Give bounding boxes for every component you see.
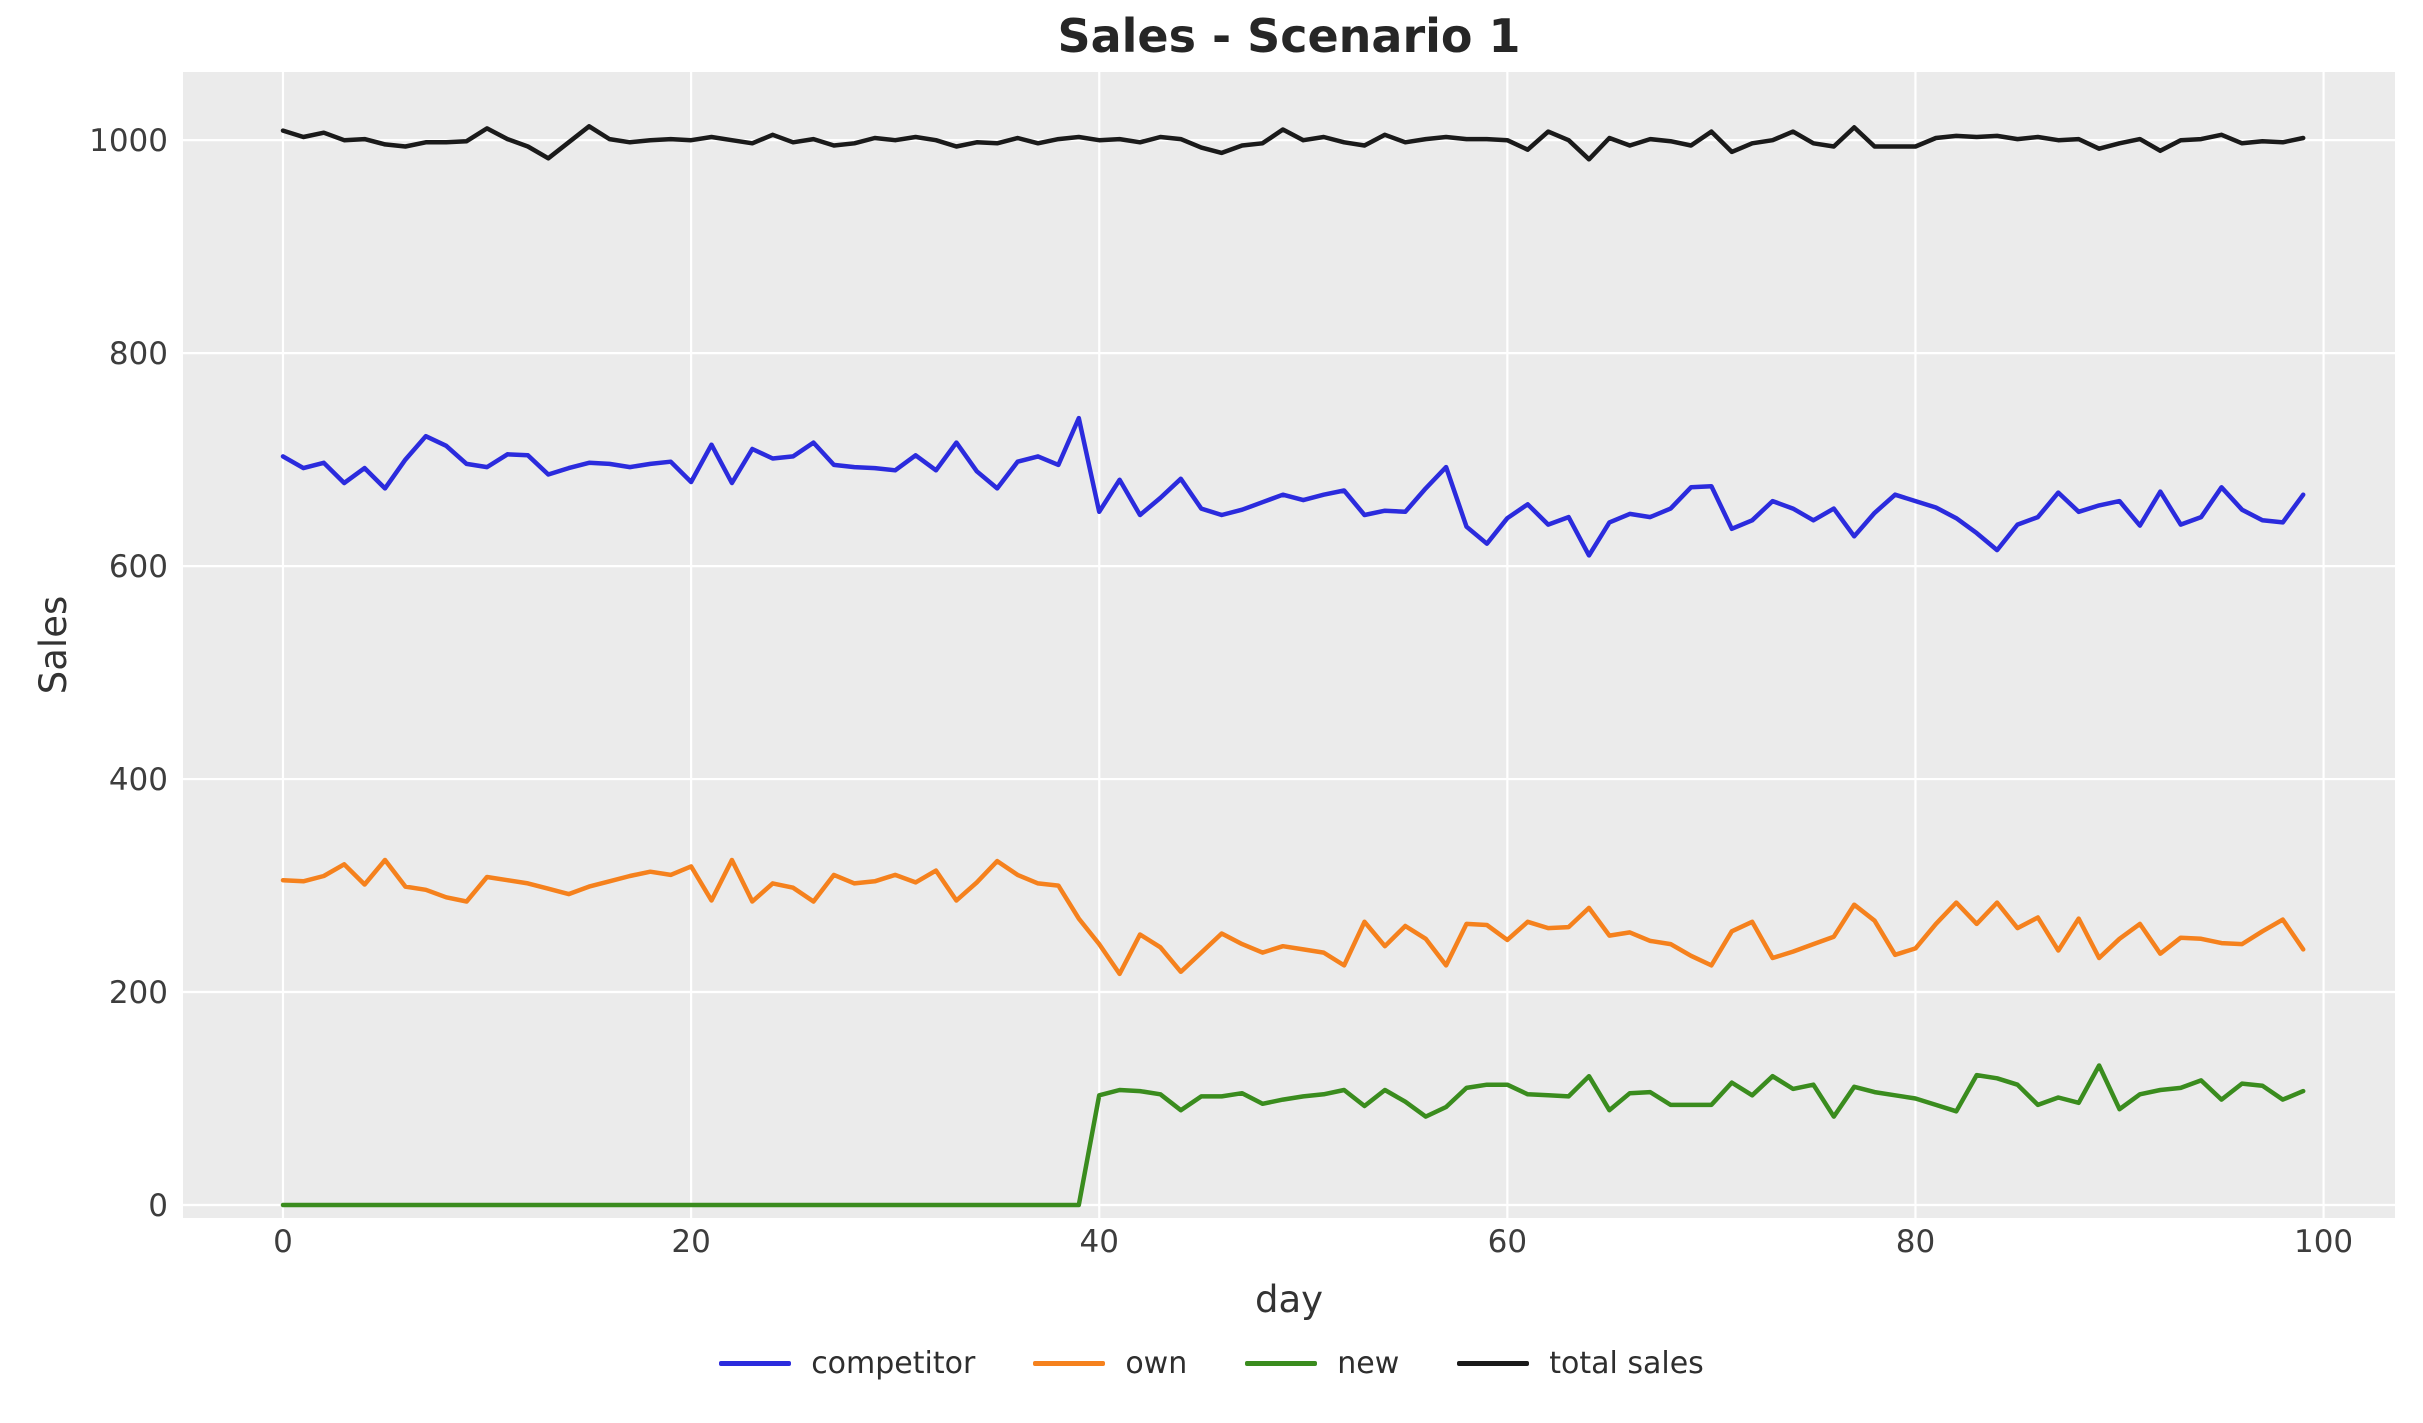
legend-item-total-sales: total sales	[1457, 1346, 1704, 1381]
x-tick-label-60: 60	[1488, 1224, 1527, 1260]
y-tick-label-0: 0	[148, 1188, 168, 1224]
plot-area	[183, 72, 2395, 1218]
y-tick-label-600: 600	[109, 549, 168, 585]
legend-item-new: new	[1245, 1346, 1399, 1381]
x-tick-label-80: 80	[1896, 1224, 1935, 1260]
legend-swatch-competitor	[719, 1361, 792, 1366]
x-axis-label: day	[1255, 1278, 1323, 1321]
y-tick-label-800: 800	[109, 336, 168, 372]
legend-swatch-own	[1033, 1361, 1106, 1366]
chart-title: Sales - Scenario 1	[1057, 9, 1520, 63]
legend-label: total sales	[1549, 1346, 1704, 1381]
series-line-total-sales	[280, 124, 2306, 162]
series-lines	[280, 124, 2306, 1208]
plot-background	[183, 72, 2395, 1218]
series-line-own	[280, 857, 2306, 977]
x-tick-label-20: 20	[671, 1224, 710, 1260]
legend-label: competitor	[811, 1346, 976, 1381]
legend: competitor own new total sales	[0, 1346, 2423, 1381]
x-tick-label-0: 0	[273, 1224, 293, 1260]
y-tick-label-200: 200	[109, 975, 168, 1011]
y-axis-label: Sales	[32, 596, 75, 694]
legend-swatch-total-sales	[1457, 1361, 1530, 1366]
legend-label: new	[1337, 1346, 1400, 1381]
x-tick-label-40: 40	[1079, 1224, 1118, 1260]
x-tick-label-100: 100	[2294, 1224, 2353, 1260]
legend-swatch-new	[1245, 1361, 1318, 1366]
legend-item-competitor: competitor	[719, 1346, 975, 1381]
y-tick-label-1000: 1000	[89, 123, 168, 159]
legend-label: own	[1125, 1346, 1188, 1381]
legend-item-own: own	[1033, 1346, 1187, 1381]
y-tick-label-400: 400	[109, 762, 168, 798]
series-line-competitor	[280, 415, 2306, 558]
series-line-new	[280, 1063, 2306, 1208]
